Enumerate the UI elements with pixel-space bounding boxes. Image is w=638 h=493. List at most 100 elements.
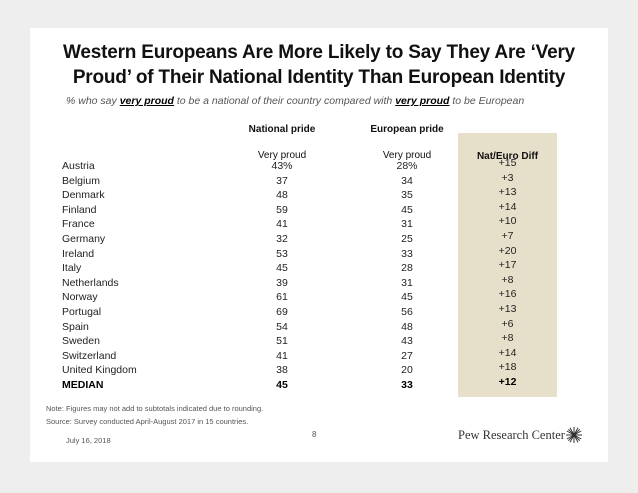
country-label: Belgium <box>62 174 100 187</box>
page-number: 8 <box>312 430 317 439</box>
country-label: France <box>62 218 95 231</box>
european-value: 34 <box>401 174 413 187</box>
national-value: 59 <box>276 203 288 216</box>
diff-value: +14 <box>498 200 517 213</box>
diff-value: +12 <box>498 376 517 388</box>
diff-value: +13 <box>498 303 517 315</box>
european-value: 28 <box>401 262 413 275</box>
national-value: 51 <box>276 335 288 348</box>
european-value: 33 <box>401 379 413 391</box>
table-row: Ireland 53 33 +20 <box>0 244 638 263</box>
country-label: Sweden <box>62 335 100 348</box>
national-value: 39 <box>276 276 288 289</box>
diff-value: +18 <box>498 361 517 374</box>
country-label: Finland <box>62 203 97 216</box>
table-row: Denmark 48 35 +13 <box>0 186 638 204</box>
national-value: 45 <box>276 262 288 275</box>
source-text: Source: Survey conducted April-August 20… <box>46 417 249 426</box>
european-value: 27 <box>401 349 413 362</box>
national-value: 43% <box>271 160 293 172</box>
european-value: 20 <box>401 364 413 377</box>
european-value: 45 <box>401 203 413 216</box>
country-label: Spain <box>62 320 89 333</box>
table-row: Finland 59 45 +14 <box>0 200 638 219</box>
european-value: 56 <box>401 306 413 318</box>
european-value: 31 <box>401 276 413 289</box>
diff-value: +6 <box>501 317 514 330</box>
european-value: 25 <box>401 233 413 245</box>
date-text: July 16, 2018 <box>66 436 111 445</box>
title-line-2: Proud’ of Their National Identity Than E… <box>72 67 566 88</box>
diff-value: +7 <box>501 230 514 242</box>
national-value: 61 <box>276 291 288 304</box>
national-very-proud-header: Very proud <box>257 150 307 161</box>
subtitle-prefix: % who say <box>66 95 120 107</box>
diff-value: +3 <box>501 171 514 184</box>
national-value: 32 <box>276 233 288 245</box>
table-row: Netherlands 39 31 +8 <box>0 273 638 292</box>
country-label: Italy <box>62 262 82 275</box>
table-row: Italy 45 28 +17 <box>0 259 638 277</box>
country-label: Austria <box>62 160 95 172</box>
european-very-proud-header: Very proud <box>382 150 432 161</box>
country-label: Denmark <box>62 189 105 202</box>
diff-value: +8 <box>501 332 514 345</box>
chart-subtitle: % who say very proud to be a national of… <box>66 95 524 107</box>
logo-text: Pew Research Center <box>458 428 565 442</box>
diff-column-highlight <box>458 133 557 397</box>
european-value: 31 <box>401 218 413 231</box>
table-row: Sweden 51 43 +8 <box>0 332 638 350</box>
pew-logo-icon <box>566 427 582 443</box>
country-label: Switzerland <box>62 349 117 362</box>
national-value: 48 <box>276 189 288 202</box>
european-value: 35 <box>401 189 413 202</box>
country-label: Ireland <box>62 247 95 260</box>
table-row: Belgium 37 34 +3 <box>0 171 638 190</box>
diff-value: +14 <box>498 346 517 359</box>
national-value: 41 <box>276 349 288 362</box>
diff-value: +8 <box>501 273 514 286</box>
european-value: 28% <box>396 160 418 172</box>
table-row: Switzerland 41 27 +14 <box>0 346 638 365</box>
title-line-1: Western Europeans Are More Likely to Say… <box>62 42 576 63</box>
country-label: United Kingdom <box>62 364 137 377</box>
country-label: Norway <box>62 291 98 304</box>
subtitle-emphasis-1: very proud <box>119 95 174 107</box>
table-row: Norway 61 45 +16 <box>0 288 638 306</box>
table-row: Portugal 69 56 +13 <box>0 303 638 321</box>
table-row: Austria 43% 28% +15 <box>0 157 638 175</box>
diff-value: +10 <box>498 215 517 228</box>
european-pride-header: European pride <box>370 124 444 135</box>
country-label: Netherlands <box>62 276 119 289</box>
national-value: 45 <box>276 379 288 391</box>
diff-value: +16 <box>498 288 517 301</box>
european-value: 33 <box>401 247 413 260</box>
european-value: 45 <box>401 291 413 304</box>
diff-header: Nat/Euro Diff <box>476 151 539 162</box>
european-value: 48 <box>401 320 413 333</box>
table-row: Germany 32 25 +7 <box>0 230 638 248</box>
national-value: 54 <box>276 320 288 333</box>
european-value: 43 <box>401 335 413 348</box>
national-value: 69 <box>276 306 288 318</box>
note-text: Note: Figures may not add to subtotals i… <box>46 404 264 413</box>
chart-title: Western Europeans Are More Likely to Say… <box>30 40 608 90</box>
country-label: Portugal <box>62 306 102 318</box>
national-value: 38 <box>276 364 288 377</box>
national-value: 53 <box>276 247 288 260</box>
subtitle-emphasis-2: very proud <box>395 95 450 107</box>
country-label: Germany <box>62 233 106 245</box>
diff-value: +13 <box>498 186 517 199</box>
diff-value: +20 <box>498 244 517 257</box>
table-row: France 41 31 +10 <box>0 215 638 233</box>
subtitle-middle: to be a national of their country compar… <box>173 95 396 107</box>
diff-value: +15 <box>498 157 517 169</box>
national-value: 37 <box>276 174 288 187</box>
diff-value: +17 <box>498 259 517 272</box>
table-row: Spain 54 48 +6 <box>0 317 638 336</box>
table-row: United Kingdom 38 20 +18 <box>0 361 638 379</box>
country-label: MEDIAN <box>62 379 104 391</box>
national-value: 41 <box>276 218 288 231</box>
national-pride-header: National pride <box>248 124 316 135</box>
subtitle-suffix: to be European <box>449 95 525 107</box>
